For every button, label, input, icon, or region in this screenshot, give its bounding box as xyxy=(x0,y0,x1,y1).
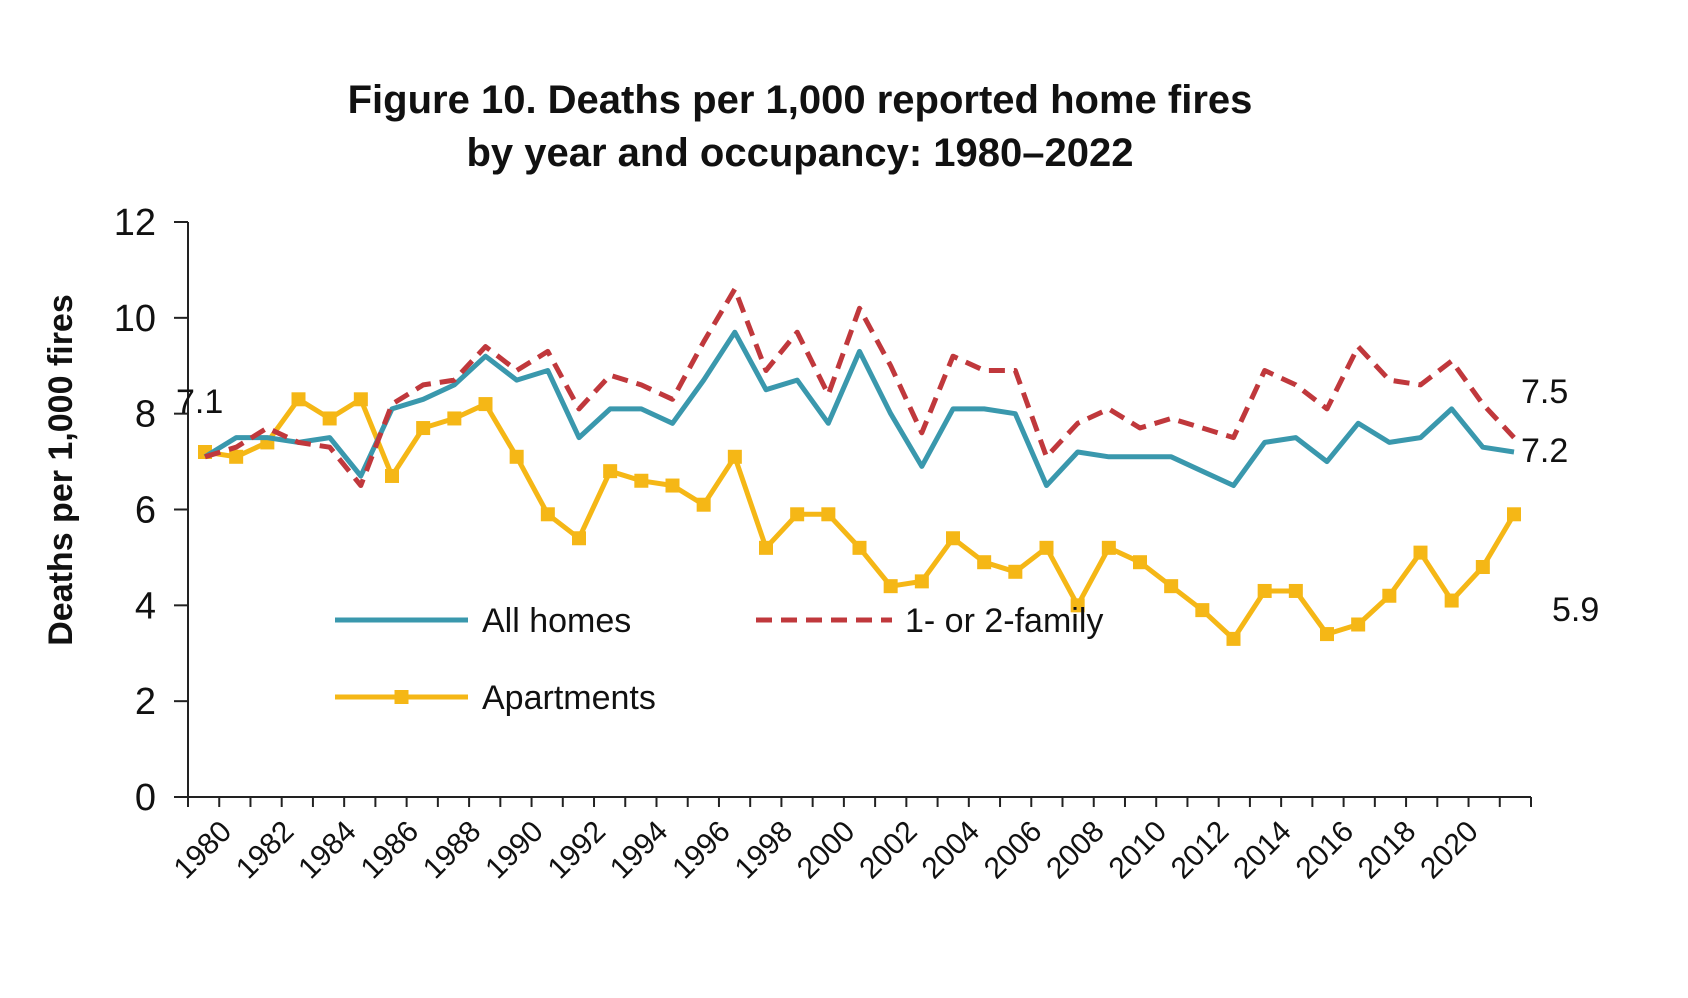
data-point xyxy=(821,507,836,522)
y-tick-label: 8 xyxy=(135,394,156,436)
data-point xyxy=(1195,603,1210,618)
x-tick-label: 2016 xyxy=(1290,815,1361,886)
x-tick-label: 2000 xyxy=(791,815,862,886)
x-tick-label: 2010 xyxy=(1103,815,1174,886)
data-point xyxy=(977,555,992,570)
data-point xyxy=(1475,560,1490,574)
x-tick-label: 1980 xyxy=(168,815,239,886)
series-apartments xyxy=(198,392,1521,646)
data-point xyxy=(447,411,462,426)
x-tick-label: 2006 xyxy=(978,815,1049,886)
annotations: 7.1 7.5 7.2 5.9 xyxy=(176,373,1599,629)
y-tick-label: 4 xyxy=(135,585,156,627)
legend: All homes 1- or 2-family Apartments xyxy=(335,602,1103,717)
data-point xyxy=(1507,507,1521,522)
legend-marker xyxy=(394,690,409,704)
value-annotation: 7.5 xyxy=(1521,373,1568,411)
data-point xyxy=(634,473,649,488)
x-tick-label: 1984 xyxy=(292,815,363,886)
x-tick-label: 2018 xyxy=(1352,815,1423,886)
data-point xyxy=(1039,540,1054,555)
y-tick-label: 6 xyxy=(135,490,156,532)
data-point xyxy=(1133,555,1147,570)
value-annotation: 7.1 xyxy=(176,383,223,421)
data-point xyxy=(1070,598,1085,613)
data-point xyxy=(416,421,431,436)
x-tick-label: 1988 xyxy=(417,815,488,886)
x-tick-label: 2012 xyxy=(1165,815,1236,886)
data-point xyxy=(790,507,805,522)
legend-item: 1- or 2-family xyxy=(756,602,1103,640)
data-point xyxy=(291,392,306,407)
data-point xyxy=(1226,631,1241,646)
data-point xyxy=(1164,579,1179,594)
data-point xyxy=(322,411,337,426)
x-tick-label: 2008 xyxy=(1040,815,1111,886)
data-point xyxy=(509,449,524,464)
chart-subtitle: by year and occupancy: 1980–2022 xyxy=(466,131,1133,175)
data-point xyxy=(1101,540,1116,555)
value-annotation: 7.2 xyxy=(1521,432,1568,470)
data-point xyxy=(883,579,898,594)
series-line xyxy=(203,329,1515,488)
legend-label: 1- or 2-family xyxy=(905,602,1103,640)
x-tick-label: 2002 xyxy=(853,815,924,886)
data-point xyxy=(603,464,618,479)
data-point xyxy=(385,468,399,483)
data-point xyxy=(727,449,742,464)
data-point xyxy=(353,392,368,407)
legend-label: Apartments xyxy=(482,679,656,717)
data-point xyxy=(914,574,929,589)
data-point xyxy=(759,540,773,555)
data-point xyxy=(1413,545,1428,560)
x-tick-label: 1992 xyxy=(542,815,613,886)
y-tick-label: 2 xyxy=(135,681,156,723)
series-line xyxy=(204,286,1516,488)
data-point xyxy=(946,531,960,546)
x-tick-label: 2004 xyxy=(916,815,987,886)
data-point xyxy=(478,397,493,412)
data-point xyxy=(1288,583,1303,598)
axes: 0246810121980198219841986198819901992199… xyxy=(114,202,1532,886)
data-point xyxy=(1257,583,1272,598)
data-point xyxy=(1008,564,1023,579)
x-tick-label: 1996 xyxy=(666,815,737,886)
x-tick-label: 2014 xyxy=(1227,815,1298,886)
legend-item: Apartments xyxy=(335,679,656,717)
y-tick-label: 0 xyxy=(135,777,156,819)
series-line xyxy=(204,396,1517,642)
data-point xyxy=(1444,593,1459,608)
x-tick-label: 1998 xyxy=(729,815,800,886)
x-tick-label: 1994 xyxy=(604,815,675,886)
x-tick-label: 2020 xyxy=(1414,815,1485,886)
data-point xyxy=(852,540,867,555)
data-point xyxy=(229,449,244,464)
x-tick-label: 1990 xyxy=(479,815,550,886)
data-point xyxy=(540,507,555,522)
x-tick-label: 1982 xyxy=(230,815,301,886)
data-point xyxy=(572,531,586,546)
data-point xyxy=(1382,588,1397,603)
value-annotation: 5.9 xyxy=(1552,591,1599,629)
chart-title: Figure 10. Deaths per 1,000 reported hom… xyxy=(348,78,1253,122)
y-tick-label: 12 xyxy=(114,202,156,244)
series-all-homes xyxy=(203,329,1515,488)
data-point xyxy=(665,478,680,493)
legend-label: All homes xyxy=(482,602,631,640)
y-tick-label: 10 xyxy=(114,298,156,340)
data-point xyxy=(1351,617,1366,632)
data-point xyxy=(696,497,711,512)
y-axis-label: Deaths per 1,000 fires xyxy=(42,294,80,646)
legend-item: All homes xyxy=(335,602,631,640)
series-1-or-2-family xyxy=(204,286,1516,488)
data-point xyxy=(1320,627,1334,642)
series-group xyxy=(198,286,1521,646)
x-tick-label: 1986 xyxy=(355,815,426,886)
